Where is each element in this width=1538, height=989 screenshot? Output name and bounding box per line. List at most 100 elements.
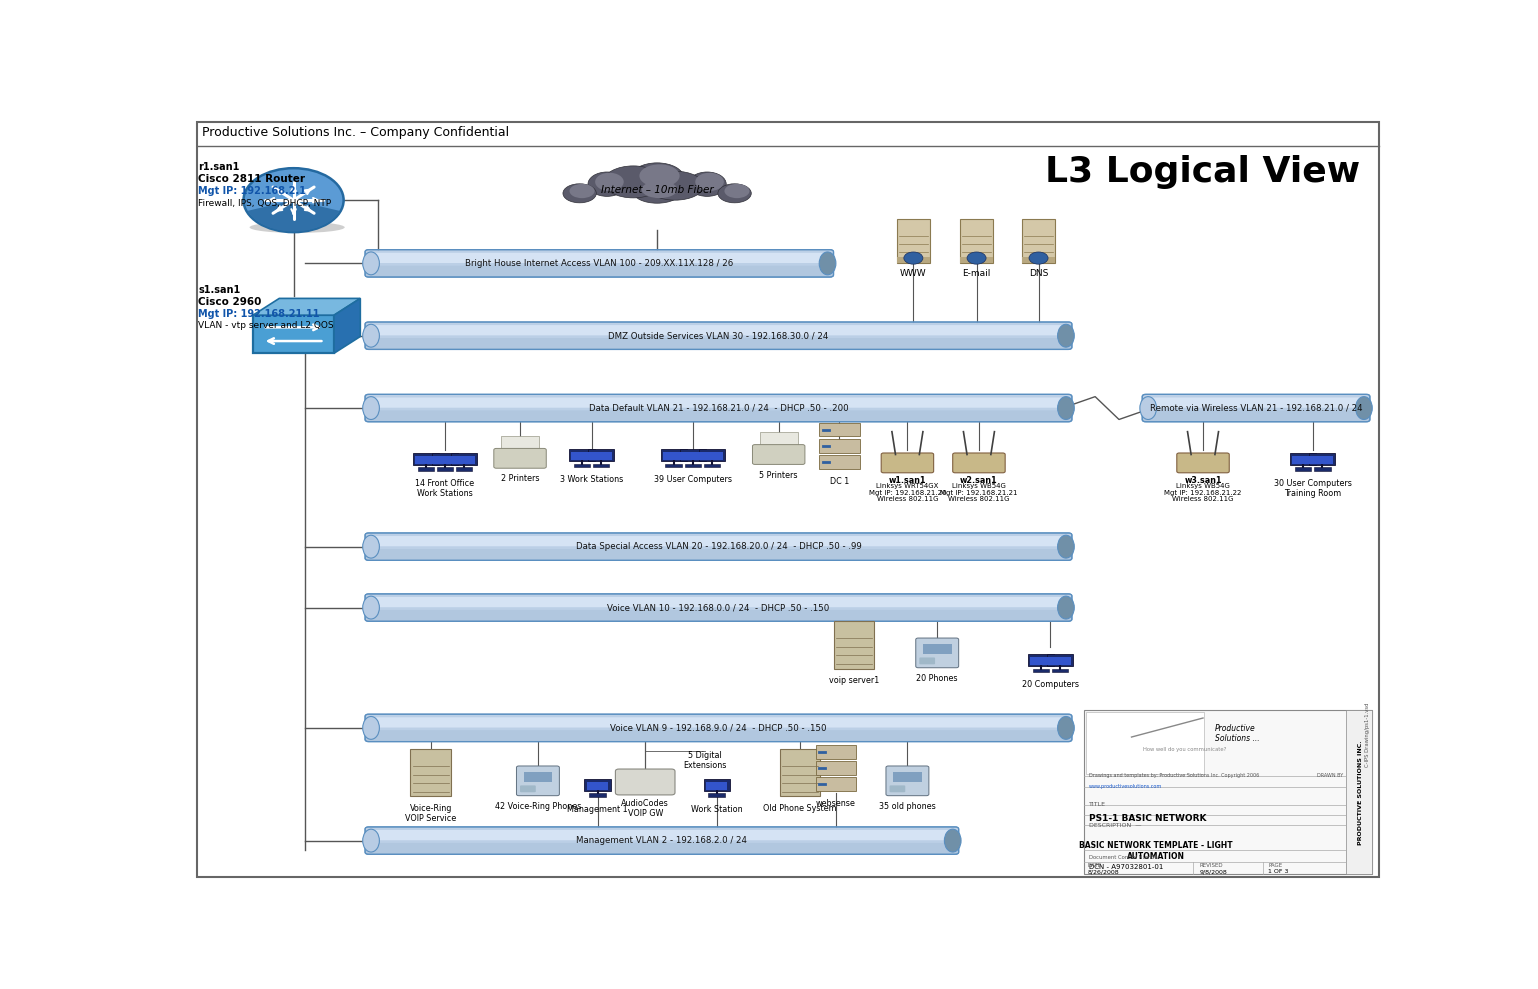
Text: DMZ Outside Services VLAN 30 - 192.168.30.0 / 24: DMZ Outside Services VLAN 30 - 192.168.3… [609,331,829,340]
FancyBboxPatch shape [661,449,687,461]
Text: 3 Work Stations: 3 Work Stations [560,475,623,484]
Text: Remote via Wireless VLAN 21 - 192.168.21.0 / 24: Remote via Wireless VLAN 21 - 192.168.21… [1150,404,1363,412]
FancyBboxPatch shape [365,593,1072,621]
FancyBboxPatch shape [709,793,724,797]
FancyBboxPatch shape [760,432,798,448]
FancyBboxPatch shape [371,717,1066,728]
FancyBboxPatch shape [365,323,1072,338]
FancyBboxPatch shape [365,715,1072,730]
FancyBboxPatch shape [584,779,611,791]
Ellipse shape [724,184,749,198]
Text: Mgt IP: 192.168.21.21: Mgt IP: 192.168.21.21 [940,490,1018,495]
FancyBboxPatch shape [365,251,834,266]
FancyBboxPatch shape [703,464,720,468]
Ellipse shape [363,596,380,619]
Text: 30 User Computers
Training Room: 30 User Computers Training Room [1273,479,1352,498]
FancyBboxPatch shape [365,396,1072,410]
FancyBboxPatch shape [591,452,612,460]
Text: Old Phone System: Old Phone System [763,804,837,813]
FancyBboxPatch shape [815,777,857,791]
FancyBboxPatch shape [365,322,1072,349]
Ellipse shape [588,172,626,197]
FancyBboxPatch shape [1027,654,1054,667]
FancyBboxPatch shape [752,445,804,465]
FancyBboxPatch shape [520,785,535,792]
Text: Voice VLAN 9 - 192.168.9.0 / 24  - DHCP .50 - .150: Voice VLAN 9 - 192.168.9.0 / 24 - DHCP .… [611,723,827,733]
FancyBboxPatch shape [1177,453,1229,473]
FancyBboxPatch shape [680,449,706,461]
Text: Data Default VLAN 21 - 192.168.21.0 / 24  - DHCP .50 - .200: Data Default VLAN 21 - 192.168.21.0 / 24… [589,404,849,412]
FancyBboxPatch shape [897,220,930,263]
Text: 1 OF 3: 1 OF 3 [1269,869,1289,874]
FancyBboxPatch shape [454,456,475,464]
Text: BASIC NETWORK TEMPLATE - LIGHT
AUTOMATION: BASIC NETWORK TEMPLATE - LIGHT AUTOMATIO… [1080,842,1233,860]
FancyBboxPatch shape [960,257,994,263]
Text: DESCRIPTION  —: DESCRIPTION — [1089,824,1141,829]
FancyBboxPatch shape [1052,669,1069,673]
Text: Mgt IP: 192.168.2.1: Mgt IP: 192.168.2.1 [198,187,306,197]
FancyBboxPatch shape [815,745,857,759]
Ellipse shape [631,163,684,193]
FancyBboxPatch shape [365,828,958,843]
Ellipse shape [563,184,597,203]
FancyBboxPatch shape [455,468,472,472]
Ellipse shape [363,324,380,347]
Ellipse shape [646,171,703,200]
Ellipse shape [1058,397,1074,419]
FancyBboxPatch shape [411,750,451,796]
FancyBboxPatch shape [1295,468,1312,472]
Text: 20 Computers: 20 Computers [1021,679,1080,689]
FancyBboxPatch shape [1346,710,1372,874]
FancyBboxPatch shape [1312,456,1333,464]
Circle shape [904,252,923,264]
Text: L3 Logical View: L3 Logical View [1046,155,1361,189]
Text: PAGE: PAGE [1269,862,1283,867]
Circle shape [243,168,343,232]
Text: 9/8/2008: 9/8/2008 [1200,869,1227,874]
Text: Cisco 2960: Cisco 2960 [198,297,261,307]
Text: 5 Digital
Extensions: 5 Digital Extensions [683,751,726,770]
Text: Firewall, IPS, QOS, DHCP, NTP: Firewall, IPS, QOS, DHCP, NTP [198,199,331,208]
Text: Management 1: Management 1 [568,805,628,814]
FancyBboxPatch shape [1047,654,1074,667]
FancyBboxPatch shape [1290,453,1317,465]
FancyBboxPatch shape [371,253,827,263]
FancyBboxPatch shape [698,449,724,461]
Ellipse shape [1140,397,1157,419]
FancyBboxPatch shape [820,422,860,436]
Circle shape [967,252,986,264]
FancyBboxPatch shape [894,771,921,782]
Text: 35 old phones: 35 old phones [880,802,935,811]
FancyBboxPatch shape [451,453,477,465]
Text: 20 Phones: 20 Phones [917,674,958,682]
FancyBboxPatch shape [1021,220,1055,263]
FancyBboxPatch shape [365,727,1072,742]
FancyBboxPatch shape [365,395,1072,421]
Ellipse shape [820,252,837,275]
Text: websense: websense [817,799,855,808]
FancyBboxPatch shape [1021,257,1055,263]
FancyBboxPatch shape [615,769,675,795]
Ellipse shape [1058,324,1074,347]
Text: Productive Solutions Inc. – Company Confidential: Productive Solutions Inc. – Company Conf… [201,126,509,138]
FancyBboxPatch shape [254,315,334,353]
Ellipse shape [695,173,724,191]
FancyBboxPatch shape [915,638,958,668]
Text: www.productivesolutions.com: www.productivesolutions.com [1089,784,1161,789]
Text: 2 Printers: 2 Printers [501,475,540,484]
Ellipse shape [1058,596,1074,619]
FancyBboxPatch shape [684,464,701,468]
Text: Work Station: Work Station [691,805,743,814]
FancyBboxPatch shape [1143,406,1370,421]
Text: Wireless 802.11G: Wireless 802.11G [949,496,1009,502]
FancyBboxPatch shape [432,453,458,465]
FancyBboxPatch shape [371,398,1066,407]
FancyBboxPatch shape [415,456,437,464]
FancyBboxPatch shape [952,453,1006,473]
Text: DRAWN BY: DRAWN BY [1318,772,1344,777]
Ellipse shape [1355,397,1372,419]
Text: DNS: DNS [1029,269,1049,279]
Ellipse shape [363,716,380,740]
FancyBboxPatch shape [371,536,1066,546]
FancyBboxPatch shape [365,595,1072,610]
